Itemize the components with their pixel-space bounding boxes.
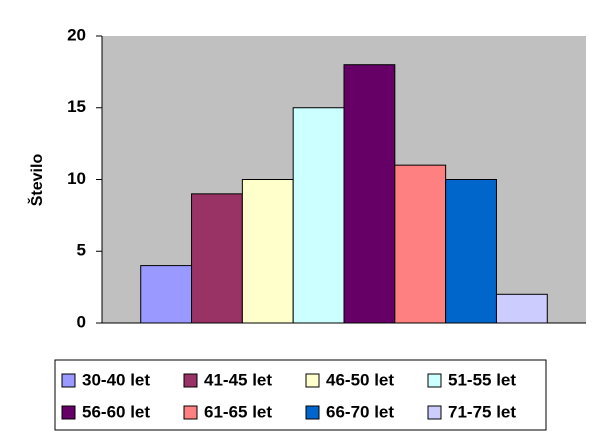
legend-swatch [61, 373, 76, 388]
bar [241, 179, 294, 324]
legend-swatch [183, 373, 198, 388]
y-tick-label: 20 [67, 25, 86, 44]
y-tick-label: 5 [77, 241, 86, 260]
y-tick-label: 0 [77, 312, 86, 331]
legend-label: 51-55 let [448, 370, 516, 389]
legend-label: 66-70 let [326, 402, 394, 421]
bar [445, 179, 497, 324]
legend-swatch [427, 373, 442, 388]
legend-swatch [305, 373, 320, 388]
y-tick-label: 10 [67, 169, 86, 188]
legend-swatch [183, 405, 198, 420]
bar [495, 293, 548, 324]
legend-label: 41-45 let [204, 370, 272, 389]
legend-label: 61-65 let [204, 402, 272, 421]
legend-label: 30-40 let [82, 370, 150, 389]
bar [394, 164, 447, 324]
legend-label: 71-75 let [448, 402, 516, 421]
bar [191, 193, 243, 324]
y-tick-label: 15 [67, 97, 86, 116]
bar [140, 265, 193, 324]
legend-swatch [61, 405, 76, 420]
bar [343, 64, 396, 324]
bar [292, 107, 345, 324]
legend-label: 56-60 let [82, 402, 150, 421]
legend-swatch [305, 405, 320, 420]
legend [54, 359, 547, 431]
y-axis-label: Število [27, 154, 46, 207]
legend-label: 46-50 let [326, 370, 394, 389]
legend-swatch [427, 405, 442, 420]
